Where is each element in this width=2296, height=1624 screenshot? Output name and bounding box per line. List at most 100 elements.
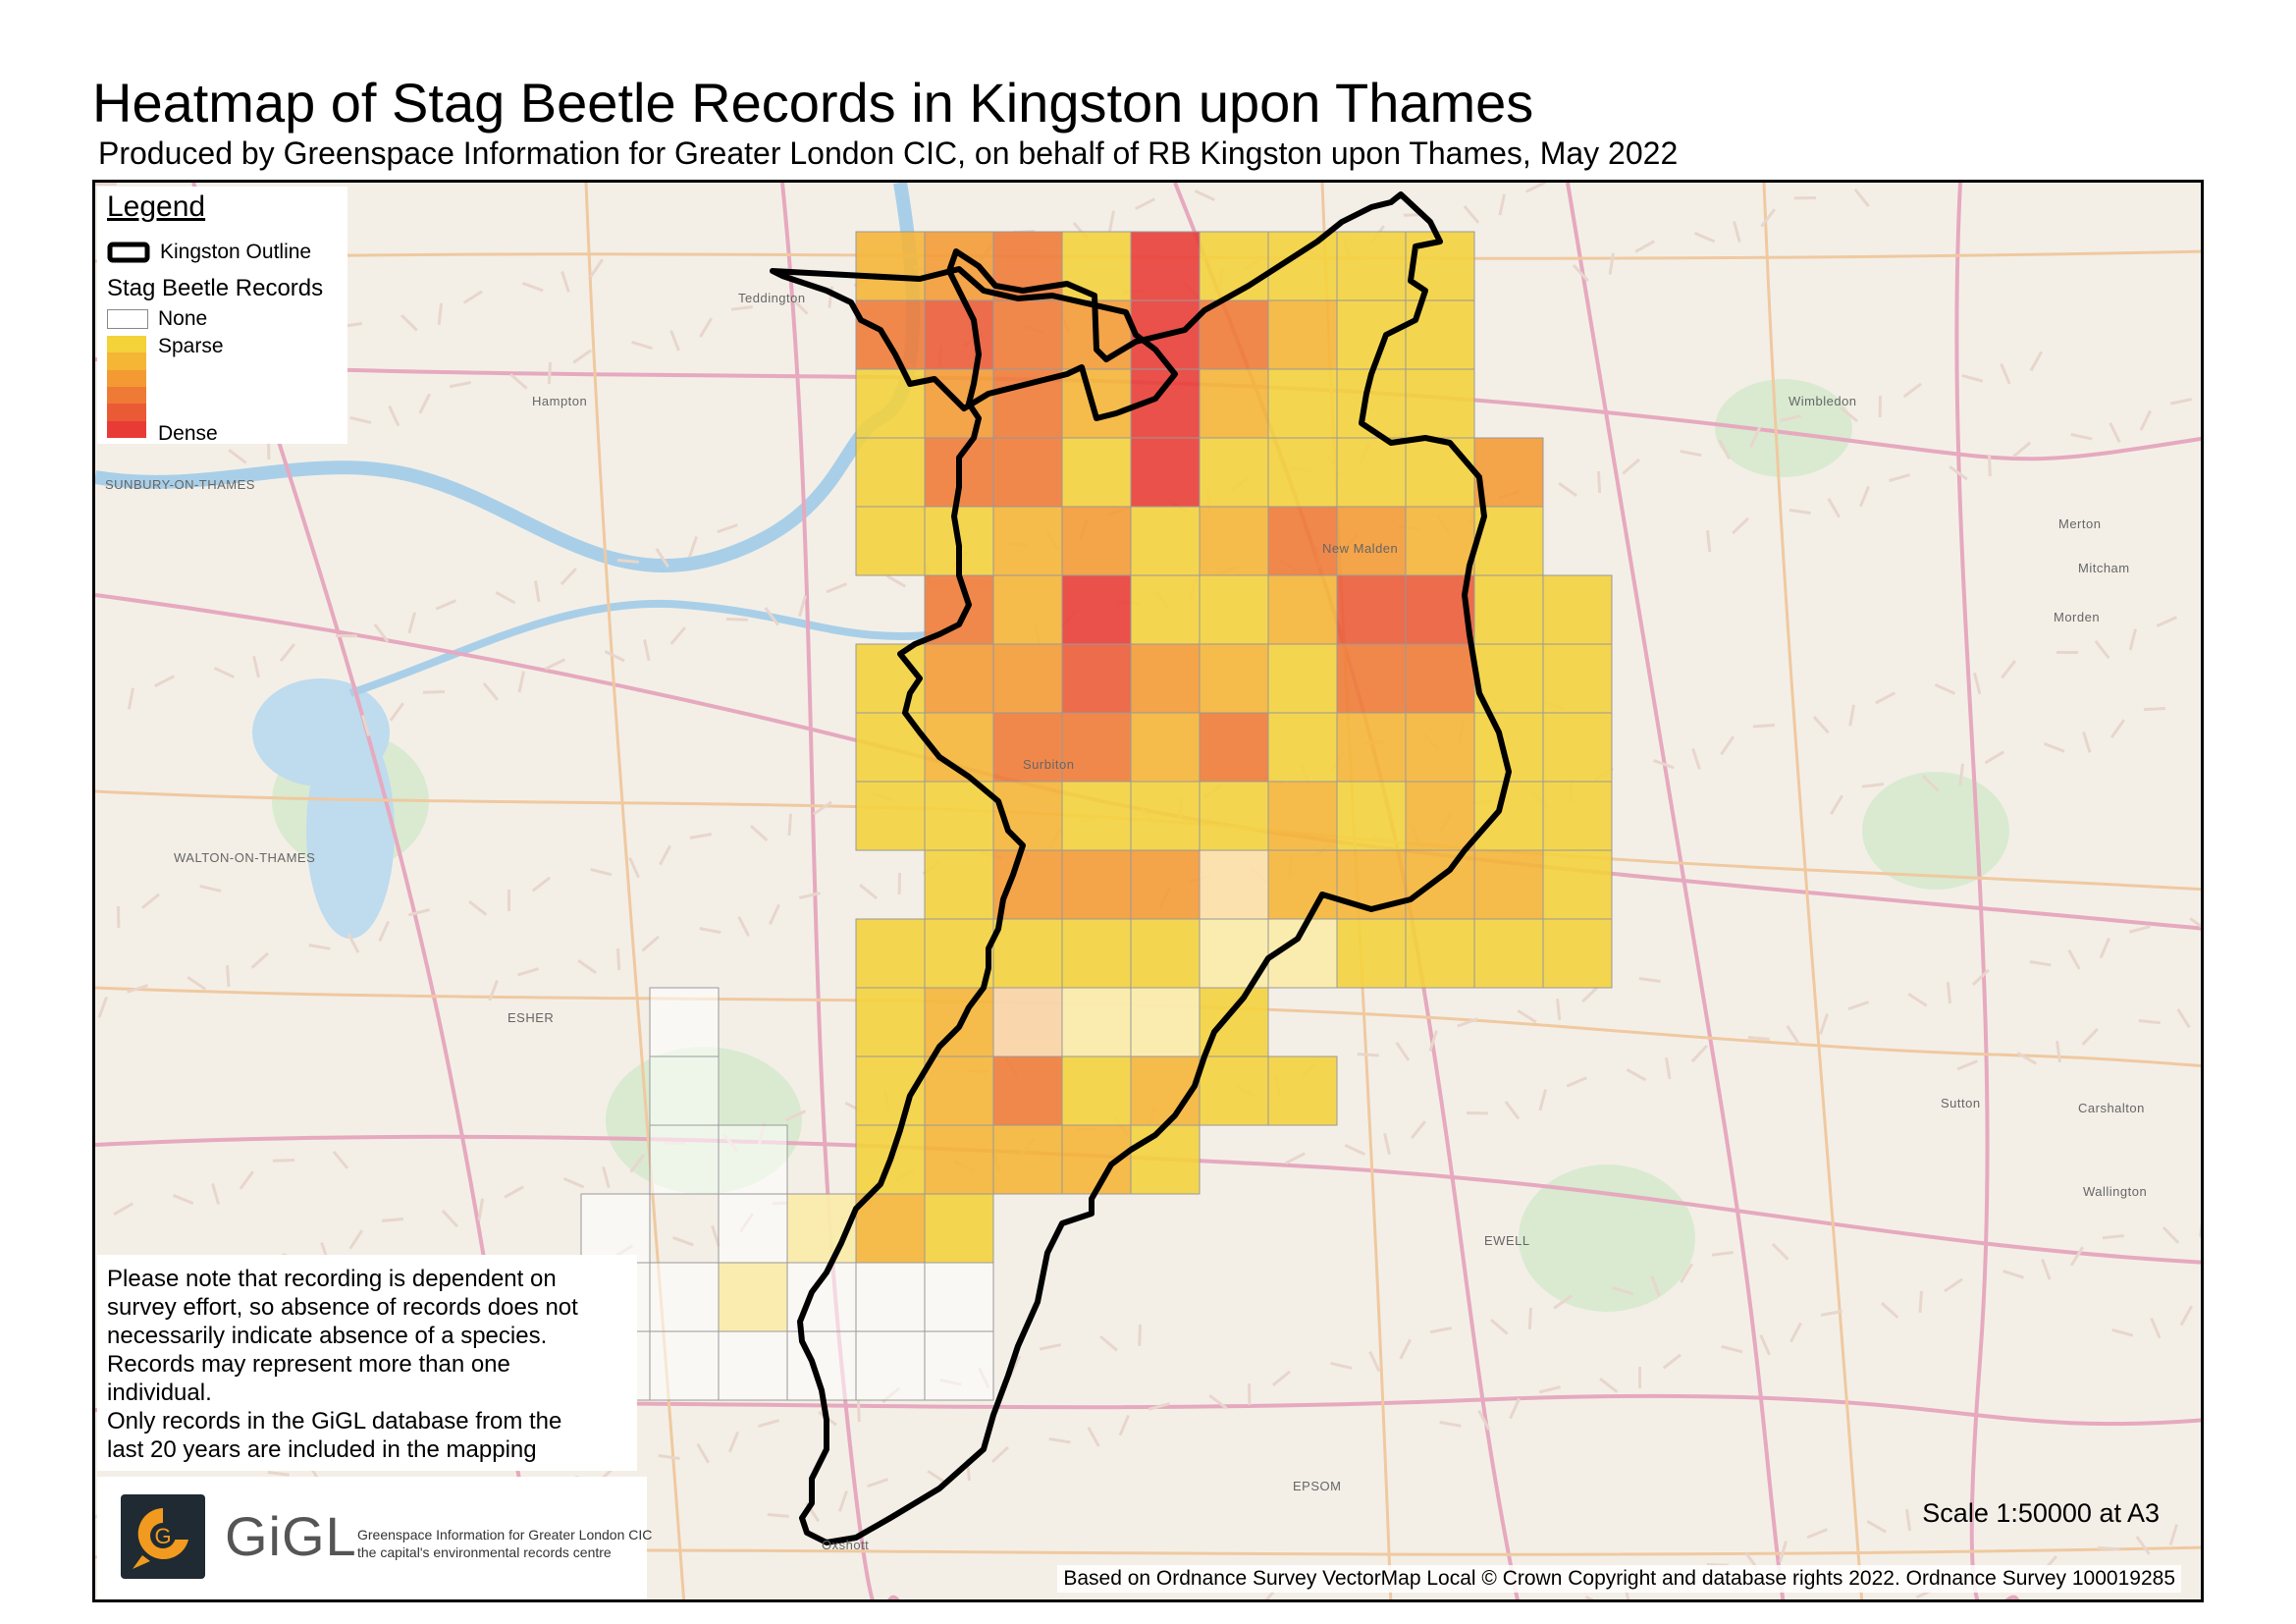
heat-cell-none[interactable] <box>649 1124 720 1195</box>
heat-cell[interactable] <box>1267 299 1338 370</box>
heat-cell-none[interactable] <box>1199 849 1269 920</box>
heat-cell[interactable] <box>1405 712 1475 783</box>
heat-cell[interactable] <box>1130 643 1201 714</box>
heat-cell[interactable] <box>1130 437 1201 508</box>
heat-cell-none[interactable] <box>649 987 720 1057</box>
heat-cell[interactable] <box>1130 574 1201 645</box>
heat-cell[interactable] <box>1542 574 1613 645</box>
heat-cell[interactable] <box>1061 781 1132 851</box>
heat-cell-none[interactable] <box>855 1262 926 1332</box>
heat-cell[interactable] <box>1473 781 1544 851</box>
heat-cell[interactable] <box>1473 574 1544 645</box>
heat-cell[interactable] <box>1473 918 1544 989</box>
heat-cell[interactable] <box>992 368 1063 439</box>
heat-cell[interactable] <box>992 574 1063 645</box>
heat-cell[interactable] <box>1542 781 1613 851</box>
heat-cell[interactable] <box>1405 368 1475 439</box>
heat-cell[interactable] <box>992 918 1063 989</box>
heat-cell[interactable] <box>1061 849 1132 920</box>
heat-cell[interactable] <box>1267 781 1338 851</box>
heat-cell-none[interactable] <box>1130 987 1201 1057</box>
heat-cell[interactable] <box>1199 368 1269 439</box>
heat-cell[interactable] <box>1267 849 1338 920</box>
heat-cell[interactable] <box>1405 643 1475 714</box>
heat-cell[interactable] <box>1061 231 1132 301</box>
heat-cell-none[interactable] <box>855 1330 926 1401</box>
heat-cell[interactable] <box>1061 506 1132 576</box>
heat-cell[interactable] <box>992 1056 1063 1126</box>
heat-cell-none[interactable] <box>649 1330 720 1401</box>
heat-cell[interactable] <box>855 506 926 576</box>
heat-cell[interactable] <box>1061 574 1132 645</box>
heat-cell[interactable] <box>1130 849 1201 920</box>
heat-cell[interactable] <box>855 231 926 301</box>
heat-cell-none[interactable] <box>718 1124 788 1195</box>
heat-cell[interactable] <box>855 299 926 370</box>
heat-cell[interactable] <box>1267 437 1338 508</box>
heat-cell[interactable] <box>1473 437 1544 508</box>
heat-cell[interactable] <box>1267 712 1338 783</box>
heat-cell[interactable] <box>1267 1056 1338 1126</box>
heat-cell[interactable] <box>1199 437 1269 508</box>
heat-cell-none[interactable] <box>718 1193 788 1264</box>
map-frame[interactable]: Legend Kingston Outline Stag Beetle Reco… <box>92 180 2204 1602</box>
heat-cell[interactable] <box>1267 368 1338 439</box>
heat-cell[interactable] <box>1336 712 1407 783</box>
heat-cell[interactable] <box>1130 1124 1201 1195</box>
heat-cell[interactable] <box>1542 643 1613 714</box>
heat-cell[interactable] <box>1336 643 1407 714</box>
heat-cell[interactable] <box>1199 299 1269 370</box>
heat-cell[interactable] <box>1130 506 1201 576</box>
heat-cell[interactable] <box>992 643 1063 714</box>
heat-cell[interactable] <box>992 299 1063 370</box>
heat-cell[interactable] <box>855 437 926 508</box>
heat-cell[interactable] <box>924 918 994 989</box>
heat-cell[interactable] <box>924 1124 994 1195</box>
heat-cell[interactable] <box>1061 918 1132 989</box>
heat-cell[interactable] <box>924 1193 994 1264</box>
heat-cell[interactable] <box>924 781 994 851</box>
heat-cell[interactable] <box>1061 1056 1132 1126</box>
heat-cell[interactable] <box>1542 849 1613 920</box>
heat-cell[interactable] <box>1199 231 1269 301</box>
heat-cell[interactable] <box>855 368 926 439</box>
heat-cell[interactable] <box>1336 506 1407 576</box>
heat-cell-none[interactable] <box>924 1330 994 1401</box>
heat-cell-none[interactable] <box>580 1193 651 1264</box>
heat-cell[interactable] <box>924 299 994 370</box>
heat-cell[interactable] <box>1199 506 1269 576</box>
heat-cell[interactable] <box>1130 918 1201 989</box>
heat-cell[interactable] <box>855 1193 926 1264</box>
heat-cell-none[interactable] <box>924 1262 994 1332</box>
heat-cell[interactable] <box>1336 437 1407 508</box>
heat-cell[interactable] <box>1130 712 1201 783</box>
heat-cell[interactable] <box>855 918 926 989</box>
heat-cell[interactable] <box>1199 781 1269 851</box>
heat-cell[interactable] <box>992 849 1063 920</box>
heat-cell[interactable] <box>855 781 926 851</box>
heat-cell[interactable] <box>1405 781 1475 851</box>
heat-cell-none[interactable] <box>649 1056 720 1126</box>
heat-cell[interactable] <box>1405 506 1475 576</box>
heat-cell-none[interactable] <box>1061 987 1132 1057</box>
heat-cell[interactable] <box>1267 643 1338 714</box>
heat-cell[interactable] <box>1199 1056 1269 1126</box>
heat-cell[interactable] <box>1267 574 1338 645</box>
heat-cell-none[interactable] <box>718 1262 788 1332</box>
heat-cell[interactable] <box>1061 712 1132 783</box>
heat-cell[interactable] <box>1542 918 1613 989</box>
heat-cell[interactable] <box>1336 299 1407 370</box>
heat-cell[interactable] <box>992 437 1063 508</box>
heat-cell[interactable] <box>924 849 994 920</box>
heat-cell[interactable] <box>1405 918 1475 989</box>
heat-cell[interactable] <box>1336 231 1407 301</box>
heat-cell[interactable] <box>1130 781 1201 851</box>
heat-cell[interactable] <box>1405 849 1475 920</box>
heat-cell[interactable] <box>992 1124 1063 1195</box>
heat-cell[interactable] <box>1405 437 1475 508</box>
heat-cell[interactable] <box>1199 712 1269 783</box>
heat-cell[interactable] <box>1473 849 1544 920</box>
heat-cell-none[interactable] <box>649 1262 720 1332</box>
heat-cell[interactable] <box>1336 918 1407 989</box>
heat-cell[interactable] <box>1336 781 1407 851</box>
